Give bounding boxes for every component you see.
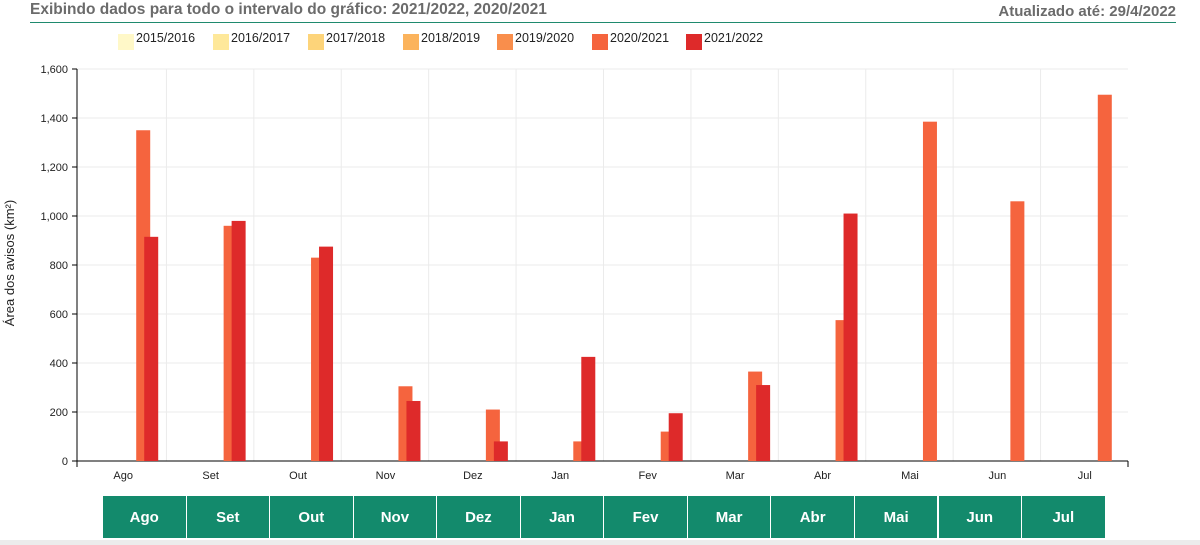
x-tick-label: Mai [901,470,919,482]
legend-swatch [592,34,608,50]
bar-chart: 0 200 400 600 800 1,000 1,200 1,400 1,600 Área do… [2,64,1129,482]
y-tick-label: 200 [50,407,68,419]
bar-2021-2022 [144,236,159,461]
bar-2021-2022 [319,246,334,461]
legend-swatch [686,34,702,50]
updated-date: Atualizado até: 29/4/2022 [998,3,1176,20]
legend-label: 2020/2021 [610,31,670,45]
x-tick-label: Dez [463,470,483,482]
legend: 2015/2016 2016/2017 2017/2018 2018/2019 2019… [0,30,1200,50]
month-button[interactable]: Set [186,496,270,538]
month-button[interactable]: Mar [687,496,771,538]
month-button[interactable]: Dez [437,496,520,538]
legend-swatch [308,34,324,50]
x-tick-label: Set [202,470,219,482]
x-tick-label: Fev [639,470,658,482]
y-tick-label: 0 [62,456,68,468]
month-button[interactable]: Nov [353,496,437,538]
legend-label: 2019/2020 [515,31,575,45]
bar-2020-2021 [1010,201,1025,462]
y-axis-label: Área dos avisos (km²) [2,200,17,326]
legend-swatch [118,34,134,50]
bottom-strip [0,540,1200,545]
month-button[interactable]: Out [270,496,353,538]
y-tick-label: 400 [50,358,68,370]
chart-header: Exibindo dados para todo o intervalo do … [30,0,1176,23]
legend-swatch [403,34,419,50]
month-button[interactable]: Mai [854,496,938,538]
y-tick-label: 1,200 [40,162,68,174]
legend-swatch [497,34,513,50]
legend-label: 2017/2018 [326,31,386,45]
x-tick-label: Nov [376,470,396,482]
x-tick-label: Jan [551,470,569,482]
y-tick-label: 1,400 [40,113,68,125]
bar-2021-2022 [493,441,508,461]
x-tick-label: Mar [726,470,745,482]
bar-2021-2022 [756,385,771,461]
month-button[interactable]: Abr [771,496,854,538]
bar-2021-2022 [581,356,596,461]
bar-2020-2021 [1097,94,1112,461]
x-tick-label: Abr [814,470,831,482]
month-button[interactable]: Jul [1022,496,1105,538]
y-tick-label: 800 [50,260,68,272]
x-tick-label: Ago [113,470,133,482]
bar-2021-2022 [231,220,246,461]
month-button[interactable]: Jan [520,496,604,538]
range-title: Exibindo dados para todo o intervalo do … [30,1,547,18]
x-tick-label: Jul [1078,470,1092,482]
month-button[interactable]: Ago [103,496,186,538]
x-tick-label: Jun [989,470,1007,482]
y-tick-label: 1,000 [40,211,68,223]
legend-label: 2016/2017 [231,31,291,45]
legend-swatch [213,34,229,50]
bar-2021-2022 [406,400,421,461]
month-button-bar: Ago Set Out Nov Dez Jan Fev Mar Abr Mai Jun Jul [0,496,1200,538]
bar-2020-2021 [922,121,937,462]
legend-label: 2018/2019 [421,31,481,45]
legend-label: 2015/2016 [136,31,196,45]
x-tick-label: Out [289,470,307,482]
month-button[interactable]: Fev [604,496,687,538]
bar-2021-2022 [843,213,858,461]
y-tick-label: 1,600 [40,64,68,76]
y-tick-label: 600 [50,309,68,321]
bar-2021-2022 [668,413,683,461]
month-button[interactable]: Jun [938,496,1021,538]
legend-label: 2021/2022 [704,31,764,45]
